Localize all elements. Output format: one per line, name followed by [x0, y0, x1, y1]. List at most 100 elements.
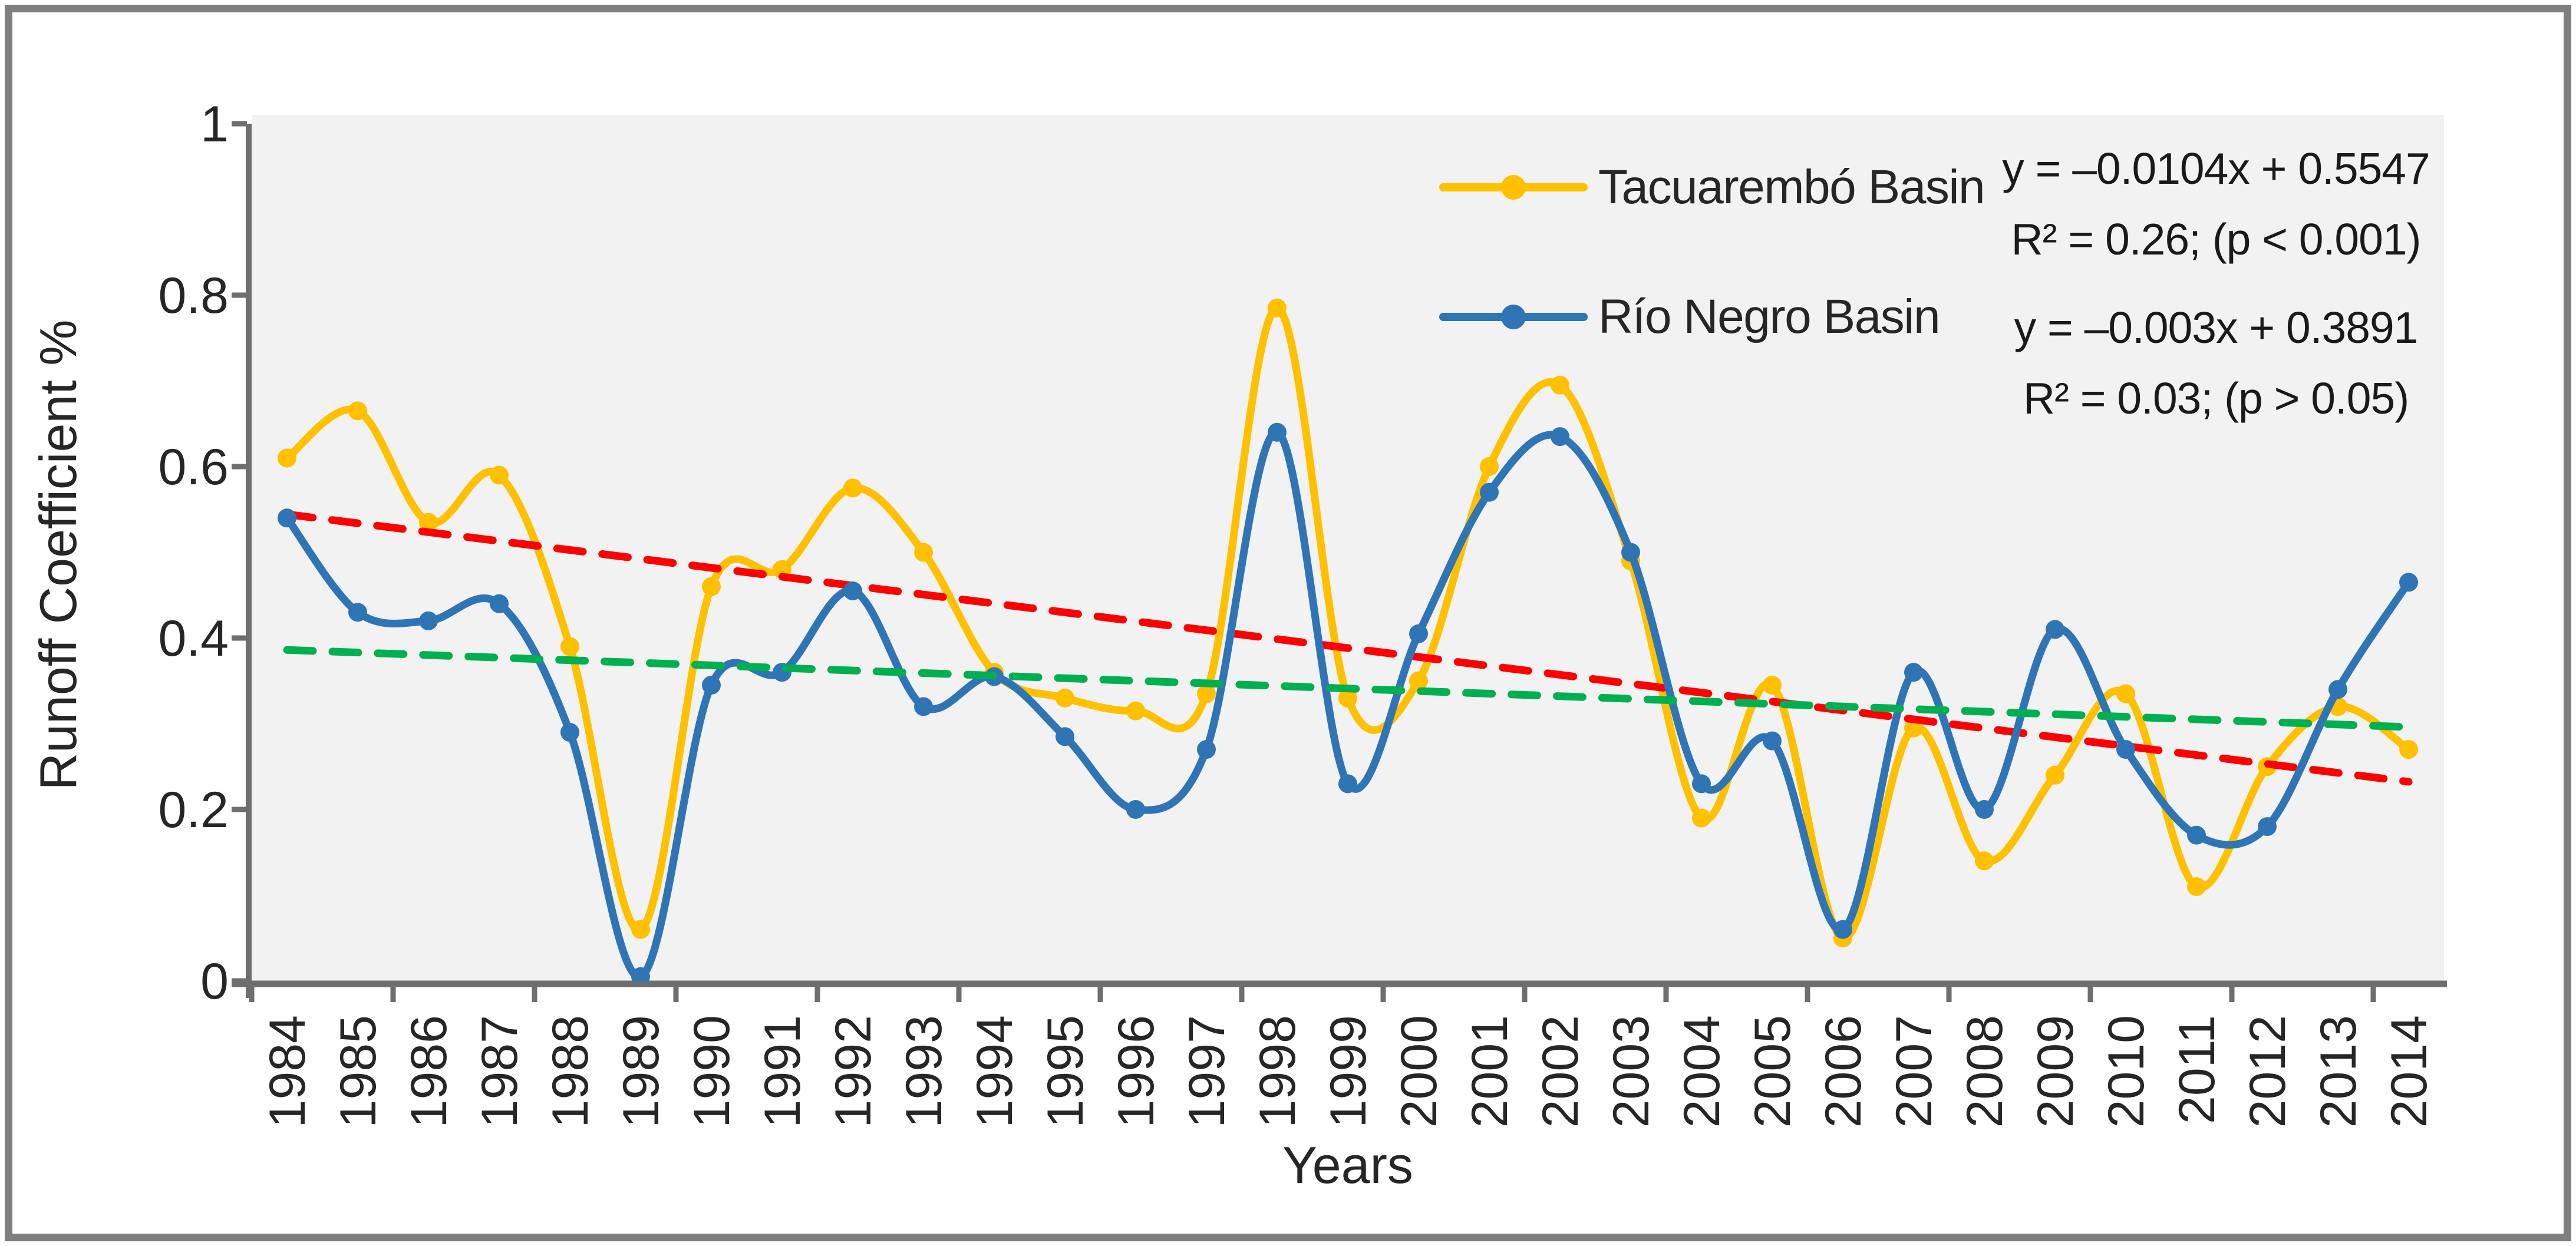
rio-negro-data-point-marker: [2328, 680, 2347, 699]
x-tick-label: 2004: [1674, 1015, 1730, 1128]
tacuarembo-data-point-marker: [1551, 375, 1569, 395]
y-tick-label: 0.6: [158, 439, 229, 495]
rio-negro-data-point-marker: [278, 508, 296, 528]
rio-negro-data-point-marker: [2187, 825, 2206, 845]
x-tick-label: 1997: [1179, 1015, 1235, 1128]
x-tick-label: 1990: [684, 1015, 740, 1128]
tacuarembo-data-point-marker: [1975, 851, 1994, 871]
rio-negro-data-point-marker: [1197, 740, 1216, 759]
tacuarembo-data-point-marker: [1763, 676, 1782, 695]
tacuarembo-data-point-marker: [2399, 740, 2418, 759]
rio-negro-data-point-marker: [560, 723, 579, 742]
tacuarembo-data-point-marker: [1692, 808, 1711, 828]
rio-negro-data-point-marker: [348, 603, 367, 622]
rio-negro-data-point-marker: [2116, 740, 2135, 759]
x-tick-label: 2003: [1603, 1015, 1660, 1128]
rio-negro-data-point-marker: [1763, 731, 1782, 751]
legend-item-tacuarembo: Tacuarembó Basin: [1439, 159, 1985, 216]
rio-negro-data-point-marker: [2258, 817, 2277, 837]
trend-equation-rio-negro: y = –0.003x + 0.3891: [2014, 303, 2419, 352]
x-axis-title: Years: [1282, 1136, 1413, 1194]
x-tick-label: 1996: [1108, 1015, 1165, 1128]
rio-negro-data-point-marker: [1551, 427, 1569, 447]
rio-negro-data-point-marker: [631, 967, 650, 981]
x-tick-label: 1984: [259, 1015, 316, 1128]
rio-negro-data-point-marker: [1904, 663, 1923, 682]
tacuarembo-data-point-marker: [914, 543, 933, 562]
tacuarembo-data-point-marker: [1197, 684, 1216, 703]
tacuarembo-line-marker-icon: [1439, 175, 1588, 200]
x-tick-label: 2002: [1532, 1015, 1589, 1128]
x-tick-label: 2014: [2381, 1015, 2438, 1128]
x-tick-label: 2005: [1744, 1015, 1801, 1128]
tacuarembo-data-point-marker: [560, 637, 579, 656]
tacuarembo-data-point-marker: [2187, 877, 2206, 896]
tacuarembo-data-point-marker: [1126, 701, 1145, 721]
rio-negro-line-marker-icon: [1439, 305, 1588, 329]
x-tick-label: 2010: [2098, 1015, 2155, 1128]
x-tick-label: 2007: [1886, 1015, 1942, 1128]
x-tick-label: 2006: [1815, 1015, 1872, 1128]
rio-negro-data-point-marker: [2046, 620, 2064, 639]
rio-negro-data-point-marker: [1975, 800, 1994, 819]
tacuarembo-data-point-marker: [348, 401, 367, 421]
x-tick-label: 1993: [896, 1015, 952, 1128]
tacuarembo-data-point-marker: [1409, 671, 1428, 690]
y-tick-label: 0.2: [158, 782, 229, 838]
x-tick-label: 1987: [471, 1015, 528, 1128]
tacuarembo-data-point-marker: [419, 513, 438, 532]
rio-negro-data-point-marker: [843, 581, 862, 600]
rio-negro-data-point-marker: [1621, 543, 1640, 562]
tacuarembo-data-point-marker: [1268, 298, 1287, 318]
rio-negro-line: [283, 428, 2413, 981]
tacuarembo-data-point-marker: [490, 465, 509, 485]
tacuarembo-data-point-marker: [2046, 765, 2064, 785]
tacuarembo-data-point-marker: [631, 920, 650, 939]
rio-negro-data-point-marker: [914, 697, 933, 716]
rio-negro-data-point-marker: [1268, 422, 1287, 442]
tacuarembo-data-point-marker: [2116, 684, 2135, 703]
tacuarembo-trendline: [283, 510, 2413, 786]
rio-negro-data-point-marker: [1480, 482, 1499, 502]
y-tick-label: 0: [200, 953, 229, 1010]
trend-r2-rio-negro: R² = 0.03; (p > 0.05): [2023, 374, 2409, 423]
legend-item-rio-negro: Río Negro Basin: [1439, 289, 1941, 345]
tacuarembo-data-point-marker: [1480, 457, 1499, 476]
x-tick-label: 1985: [330, 1015, 387, 1128]
x-tick-label: 1991: [754, 1015, 811, 1128]
x-tick-label: 1998: [1249, 1015, 1306, 1128]
x-tick-label: 2013: [2310, 1015, 2367, 1128]
trend-equation-tacuarembo: y = –0.0104x + 0.5547: [2002, 144, 2430, 193]
rio-negro-data-point-marker: [1692, 774, 1711, 794]
legend-label-rio-negro: Río Negro Basin: [1598, 290, 1941, 343]
tacuarembo-data-point-marker: [702, 577, 721, 596]
x-tick-label: 1989: [613, 1015, 669, 1128]
y-tick-label: 0.8: [158, 267, 229, 324]
x-tick-label: 2012: [2239, 1015, 2296, 1128]
x-tick-label: 2011: [2169, 1015, 2225, 1124]
y-axis-title: Runoff Coefficient %: [29, 319, 87, 791]
rio-negro-data-point-marker: [2399, 573, 2418, 592]
x-tick-label: 1992: [825, 1015, 882, 1128]
rio-negro-data-point-marker: [1126, 800, 1145, 819]
rio-negro-data-point-marker: [1409, 624, 1428, 643]
x-tick-label: 1988: [542, 1015, 599, 1128]
plot-area-background: [252, 115, 2444, 981]
tacuarembo-data-point-marker: [843, 478, 862, 498]
y-tick-label: 1: [200, 96, 229, 153]
x-tick-label: 1995: [1037, 1015, 1094, 1128]
tacuarembo-data-point-marker: [278, 448, 296, 468]
rio-negro-data-point-marker: [490, 594, 509, 613]
x-tick-label: 2009: [2027, 1015, 2084, 1128]
rio-negro-data-point-marker: [1338, 774, 1357, 794]
rio-negro-trendline: [283, 646, 2413, 731]
rio-negro-data-point-marker: [1056, 727, 1074, 746]
rio-negro-data-point-marker: [419, 611, 438, 630]
x-tick-label: 2000: [1391, 1015, 1447, 1128]
x-tick-label: 2001: [1462, 1015, 1518, 1128]
tacuarembo-data-point-marker: [1056, 688, 1074, 708]
x-tick-label: 2008: [1957, 1015, 2013, 1128]
y-tick-label: 0.4: [158, 610, 229, 667]
